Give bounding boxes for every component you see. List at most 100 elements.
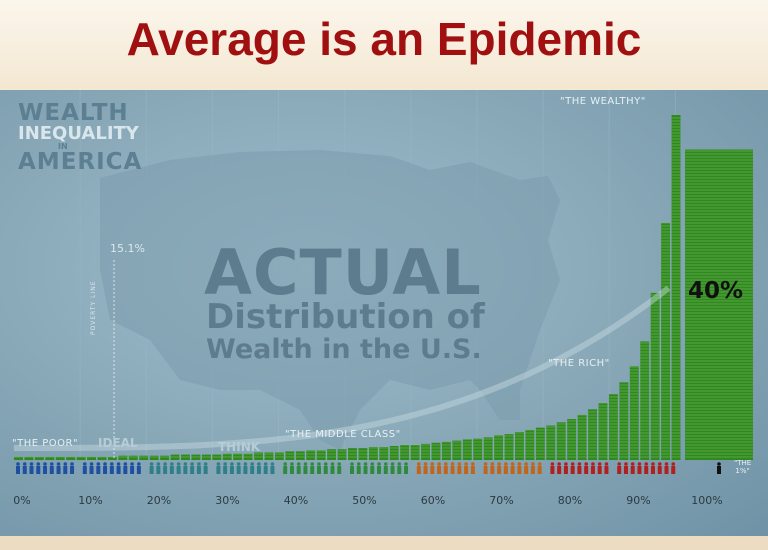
bar <box>45 456 55 460</box>
bar <box>160 455 170 460</box>
person-body <box>236 466 241 474</box>
person-body <box>330 466 335 474</box>
bar <box>671 115 681 460</box>
person-body <box>123 466 128 474</box>
person-body <box>563 466 568 474</box>
person-body <box>664 466 669 474</box>
person-body <box>377 466 382 474</box>
person-head <box>170 462 174 466</box>
bar <box>14 456 23 460</box>
person-body <box>671 466 676 474</box>
person-head <box>236 462 241 466</box>
one-percent-line2: 1%" <box>735 466 750 475</box>
headline-actual: ACTUAL <box>204 236 482 309</box>
person-head <box>444 462 448 466</box>
person-head <box>464 462 468 466</box>
person-head <box>223 462 227 466</box>
person-body <box>56 466 61 474</box>
person-body <box>229 466 234 474</box>
person-head <box>664 462 669 466</box>
person-head <box>377 462 381 466</box>
person-body <box>443 466 448 474</box>
person-body <box>303 466 308 474</box>
bar <box>107 456 117 460</box>
bar <box>400 444 410 460</box>
person-head <box>624 462 628 466</box>
bar <box>191 454 201 460</box>
bar <box>201 454 211 460</box>
bar <box>149 455 159 460</box>
x-tick-label: 40% <box>283 494 309 507</box>
person-body <box>109 466 114 474</box>
bar <box>588 409 597 460</box>
bar <box>212 454 222 460</box>
bar <box>139 455 149 460</box>
x-tick-label: 50% <box>352 494 377 507</box>
person-head <box>591 462 595 466</box>
person-body <box>644 466 649 474</box>
person-body <box>316 466 321 474</box>
person-head <box>630 462 635 466</box>
person-body <box>537 466 542 474</box>
person-body <box>243 466 248 474</box>
person-head <box>36 462 41 466</box>
x-tick-label: 80% <box>557 494 583 507</box>
person-head <box>296 462 301 466</box>
bar <box>483 437 493 460</box>
person-body <box>130 466 135 474</box>
person-body <box>483 466 488 474</box>
bar <box>567 419 577 460</box>
x-tick-label: 60% <box>420 494 446 507</box>
x-tick-label: 90% <box>626 494 651 507</box>
poverty-value: 15.1% <box>110 242 145 255</box>
person-head <box>404 462 408 466</box>
person-head <box>617 462 621 466</box>
person-head <box>550 462 555 466</box>
person-head <box>337 462 342 466</box>
person-body <box>630 466 635 474</box>
person-body <box>524 466 529 474</box>
person-body <box>577 466 582 474</box>
person-head <box>637 462 642 466</box>
label-middle-class: "THE MIDDLE CLASS" <box>285 429 401 440</box>
person-head <box>597 462 602 466</box>
bar <box>629 366 639 460</box>
person-head <box>123 462 128 466</box>
person-head <box>437 462 441 466</box>
person-head <box>22 462 27 466</box>
person-head <box>557 462 561 466</box>
person-body <box>550 466 555 474</box>
bar <box>421 443 430 460</box>
person-body <box>570 466 575 474</box>
label-the-poor: "THE POOR" <box>12 438 79 449</box>
one-percent-person-head <box>717 462 721 466</box>
bar <box>118 455 128 460</box>
person-body <box>350 466 354 474</box>
x-tick-label: 20% <box>146 494 172 507</box>
person-body <box>590 466 595 474</box>
person-body <box>22 466 27 474</box>
person-head <box>317 462 321 466</box>
person-body <box>116 466 121 474</box>
person-body <box>356 466 361 474</box>
bar <box>316 450 326 460</box>
bar <box>97 456 107 460</box>
person-head <box>363 462 368 466</box>
bar <box>337 449 347 460</box>
person-body <box>176 466 181 474</box>
person-head <box>103 462 107 466</box>
person-head <box>517 462 522 466</box>
person-body <box>82 466 87 474</box>
person-head <box>250 462 254 466</box>
person-head <box>471 462 475 466</box>
person-body <box>557 466 562 474</box>
bar <box>274 452 284 460</box>
person-body <box>43 466 48 474</box>
bar <box>87 456 96 460</box>
bar <box>462 439 472 460</box>
label-the-wealthy: "THE WEALTHY" <box>560 96 646 107</box>
bar <box>379 447 389 460</box>
bar <box>452 440 462 460</box>
person-body <box>196 466 201 474</box>
person-head <box>390 462 395 466</box>
